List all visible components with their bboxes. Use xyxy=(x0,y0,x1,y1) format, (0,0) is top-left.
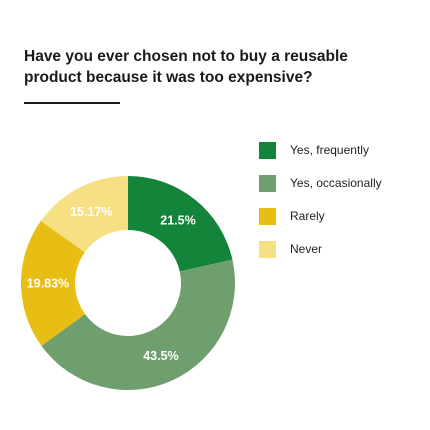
title-underline xyxy=(24,102,120,104)
legend-item-yes-frequently: Yes, frequently xyxy=(259,140,382,160)
legend-item-rarely: Rarely xyxy=(259,206,382,226)
legend-label: Yes, frequently xyxy=(290,143,369,157)
slice-yes-frequently xyxy=(128,176,233,272)
legend-label: Rarely xyxy=(290,209,325,223)
slice-label-never: 15.17% xyxy=(70,205,112,219)
legend-label: Yes, occasionally xyxy=(290,176,382,190)
chart-title: Have you ever chosen not to buy a reusab… xyxy=(24,48,348,86)
legend-item-yes-occasionally: Yes, occasionally xyxy=(259,173,382,193)
slice-label-yes-occasionally: 43.5% xyxy=(143,349,178,363)
legend-item-never: Never xyxy=(259,239,382,259)
slice-yes-occasionally xyxy=(41,259,236,391)
legend-label: Never xyxy=(290,242,323,256)
legend-swatch xyxy=(259,141,276,159)
slice-label-rarely: 19.83% xyxy=(27,276,69,290)
slice-never xyxy=(40,176,129,253)
legend-swatch xyxy=(259,240,276,258)
slice-rarely xyxy=(20,221,86,346)
slice-label-yes-frequently: 21.5% xyxy=(160,214,195,228)
legend-swatch xyxy=(259,174,276,192)
legend-swatch xyxy=(259,207,276,225)
legend: Yes, frequently Yes, occasionally Rarely… xyxy=(259,140,382,272)
